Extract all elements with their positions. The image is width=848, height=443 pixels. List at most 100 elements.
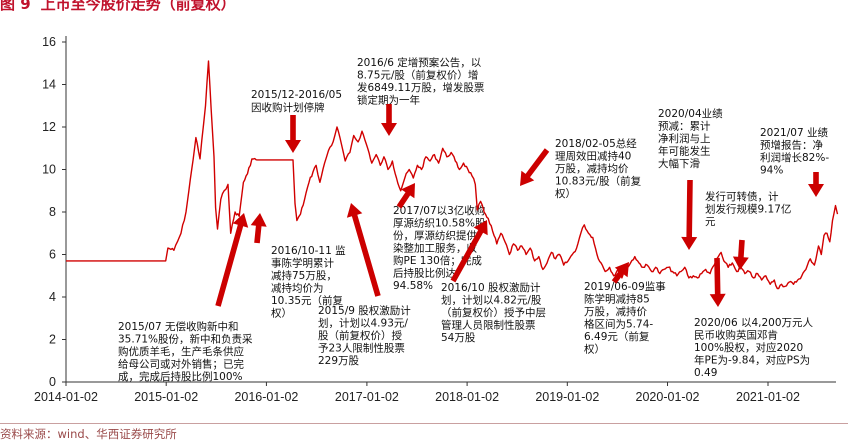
x-tick-label: 2019-01-02 xyxy=(535,390,599,404)
annotation-line: 发行可转债，计 xyxy=(705,190,779,203)
annotation-line: 权） xyxy=(555,187,576,200)
annotation-arrow xyxy=(611,262,629,284)
annotation-line: 2015/12-2016/05 xyxy=(251,89,342,101)
annotation-line: 格区间为5.74- xyxy=(584,318,653,331)
annotation-line: 年PE为-9.84，对应PS为 xyxy=(694,354,810,367)
annotation-arrow xyxy=(520,148,550,186)
annotation-line: 划，计划以4.82元/股 xyxy=(441,294,542,307)
annotation-line: 理周效田减持40 xyxy=(555,150,631,163)
annotation-a5: 2016/6 定增预案公告，以8.75元/股（前复权价）增发6849.11万股，… xyxy=(357,56,484,107)
annotation-line: 年可能发生 xyxy=(658,145,711,158)
annotation-line: 100%股权，对应2020 xyxy=(694,341,803,354)
annotation-line: 2021/07 业绩 xyxy=(760,126,828,139)
x-tick-label: 2021-01-02 xyxy=(736,390,800,404)
annotation-arrow xyxy=(709,257,726,307)
annotation-line: 锁定期为一年 xyxy=(357,94,420,107)
annotation-line: 2016/10-11 监 xyxy=(271,244,346,257)
annotation-line: 陈学明减持85 xyxy=(584,293,650,306)
series-line-0 xyxy=(66,60,839,290)
y-tick-label: 16 xyxy=(42,35,56,49)
annotation-line: 2019/06-09监事 xyxy=(584,280,666,293)
annotation-a13: 2020/06 以4,200万元人民币收购英国邓肯100%股权，对应2020年P… xyxy=(694,317,814,379)
annotation-line: 2020/04业绩 xyxy=(658,107,723,120)
y-tick-label: 12 xyxy=(42,120,56,134)
annotation-line: 元 xyxy=(705,216,716,228)
y-tick-label: 10 xyxy=(42,163,56,177)
x-tick-label: 2016-01-02 xyxy=(234,390,298,404)
annotation-line: 利润增长82%- xyxy=(760,151,829,164)
annotation-line: 2016/6 定增预案公告，以 xyxy=(357,56,482,69)
y-tick-label: 8 xyxy=(49,205,56,219)
annotation-line: 2017/07以3亿收购 xyxy=(393,204,485,217)
annotation-line: 划发行规模9.17亿 xyxy=(705,203,791,216)
annotation-line: 后持股比例达 xyxy=(393,267,456,280)
annotation-line: 万股，减持均价 xyxy=(555,162,629,175)
chart-annotations: 2015/07 无偿收购新中和35.71%股份，新中和负责采购优质羊毛，生产毛条… xyxy=(118,56,829,383)
annotation-line: 10.83元/股（前复 xyxy=(555,175,642,188)
annotation-line: 份，厚源纺织提供 xyxy=(393,229,477,242)
annotation-line: 229万股 xyxy=(318,355,360,367)
annotation-line: 予23人限制性股票 xyxy=(318,342,405,355)
figure-number: 图 9 xyxy=(0,0,31,13)
annotation-line: 6.49元（前复 xyxy=(584,330,650,343)
annotation-line: 厚源纺织10.58%股 xyxy=(393,217,486,230)
y-tick-label: 6 xyxy=(49,248,56,262)
annotation-line: 2016/10 股权激励计 xyxy=(441,281,541,294)
figure-header: 图 9 上市至今股价走势（前复权） xyxy=(0,0,246,13)
chart-axes: 0 2 4 6 8 10 12 14 16 2014-01-02 2015-01-02 2016-01… xyxy=(34,35,836,404)
annotation-line: 94.58% xyxy=(393,280,433,292)
annotation-line: 管理人员限制性股票 xyxy=(441,319,536,332)
annotation-line: 发6849.11万股，增发股票 xyxy=(357,81,484,94)
x-tick-label: 2017-01-02 xyxy=(335,390,399,404)
annotation-line: 给母公司或对外销售；已完 xyxy=(118,358,244,371)
annotation-line: 2020/06 以4,200万元人 xyxy=(694,317,814,329)
x-tick-label: 2014-01-02 xyxy=(34,390,98,404)
annotation-a4: 2015/9 股权激励计划，计划以4.93元/股（前复权价）授予23人限制性股票… xyxy=(318,304,411,367)
annotation-line: 预减：累计 xyxy=(658,120,711,133)
annotation-arrows xyxy=(215,104,824,307)
figure-source: 资料来源：wind、华西证券研究所 xyxy=(0,427,177,441)
annotation-line: 0.49 xyxy=(694,367,717,379)
annotation-line: 94% xyxy=(760,165,783,177)
y-tick-label: 14 xyxy=(42,78,56,92)
annotation-line: 8.75元/股（前复权价）增 xyxy=(357,69,478,82)
x-tick-label: 2018-01-02 xyxy=(435,390,499,404)
annotation-line: 染整加工服务，收 xyxy=(393,242,477,255)
annotation-line: 减持均价为 xyxy=(271,282,324,295)
annotation-line: 因收购计划停牌 xyxy=(251,101,325,114)
annotation-line: 2015/07 无偿收购新中和 xyxy=(118,320,238,333)
annotation-arrow xyxy=(681,180,698,250)
annotation-arrow xyxy=(381,104,397,136)
annotation-arrow xyxy=(285,115,301,153)
y-tick-label: 2 xyxy=(49,333,56,347)
x-tick-label: 2020-01-02 xyxy=(636,390,700,404)
annotation-line: 股（前复权价）授 xyxy=(318,329,402,342)
annotation-line: 事陈学明累计 xyxy=(271,257,334,270)
annotation-line: 减持75万股， xyxy=(271,269,337,282)
annotation-arrow xyxy=(215,213,249,307)
annotation-a9: 2019/06-09监事陈学明减持85万股，减持价格区间为5.74-6.49元（… xyxy=(584,280,666,356)
annotation-line: 54万股 xyxy=(441,332,476,344)
x-tick-label: 2015-01-02 xyxy=(134,390,198,404)
annotation-line: 成，完成后持股比例100% xyxy=(118,370,243,383)
annotation-line: 35.71%股份，新中和负责采 xyxy=(118,333,253,346)
annotation-a6: 2017/07以3亿收购厚源纺织10.58%股份，厚源纺织提供染整加工服务，收购… xyxy=(393,204,486,292)
annotation-line: 预增报告：净 xyxy=(760,139,823,152)
annotation-line: 划，计划以4.93元/ xyxy=(318,317,408,330)
annotation-arrow xyxy=(732,239,749,270)
annotation-line: 购优质羊毛，生产毛条供应 xyxy=(118,345,244,358)
annotation-a7: 2016/10 股权激励计划，计划以4.82元/股（前复权价）授予中层管理人员限… xyxy=(441,281,546,344)
annotation-line: （前复权价）授予中层 xyxy=(441,306,546,319)
y-tick-label: 4 xyxy=(49,290,56,304)
source-divider xyxy=(0,423,848,424)
annotation-arrow xyxy=(346,203,381,297)
annotation-line: 2018/02-05总经 xyxy=(555,137,637,150)
annotation-line: 民币收购英国邓肯 xyxy=(694,329,778,342)
annotation-line: 权） xyxy=(271,307,292,320)
